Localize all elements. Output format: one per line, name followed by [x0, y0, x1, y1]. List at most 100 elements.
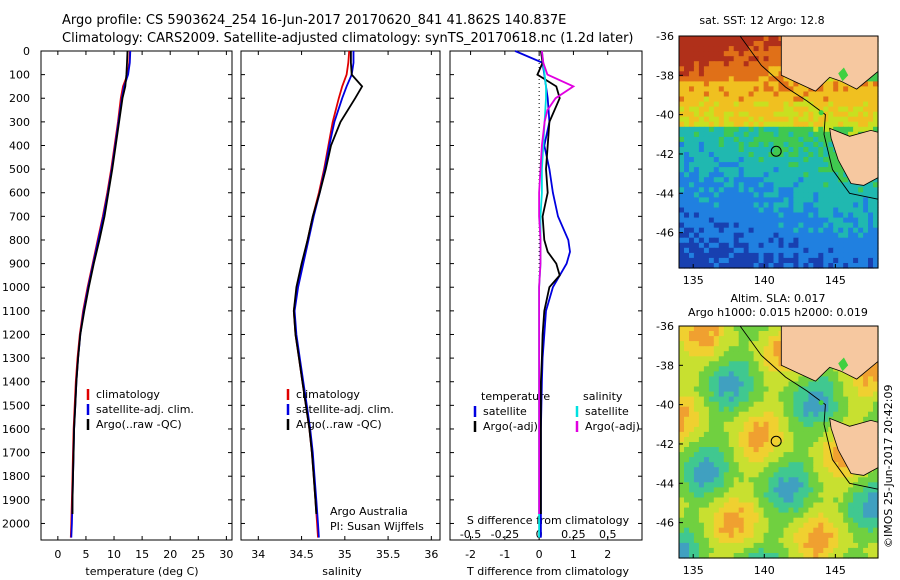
- map-cell: [813, 472, 819, 478]
- map-cell: [698, 396, 705, 403]
- map-cell: [788, 167, 795, 173]
- map-cell: [783, 167, 790, 173]
- map-cell: [843, 202, 849, 208]
- map-cell: [758, 252, 765, 259]
- map-cell: [793, 192, 799, 198]
- map-cell: [693, 172, 700, 178]
- map-cell: [679, 452, 685, 458]
- map-cell: [703, 212, 710, 219]
- map-cell: [763, 222, 770, 229]
- map-cell: [698, 447, 705, 453]
- map-cell: [788, 197, 795, 203]
- map-cell: [798, 96, 804, 103]
- map-cell: [743, 386, 750, 393]
- map-cell: [798, 207, 804, 214]
- map-cell: [758, 41, 765, 47]
- legend-label: climatology: [296, 388, 360, 401]
- map-cell: [753, 532, 760, 539]
- map-cell: [713, 71, 720, 77]
- map-cell: [728, 141, 735, 148]
- map-cell: [768, 447, 775, 453]
- map-cell: [783, 371, 790, 377]
- map-cell: [728, 431, 735, 438]
- map-cell: [679, 141, 685, 148]
- map-cell: [818, 497, 824, 504]
- map-cell: [708, 232, 715, 239]
- map-cell: [718, 406, 725, 413]
- lat-tick-label: -38: [656, 359, 674, 372]
- map-cell: [813, 121, 819, 128]
- map-cell: [758, 111, 765, 118]
- map-cell: [873, 391, 879, 398]
- map-cell: [684, 252, 690, 259]
- map-cell: [733, 71, 740, 77]
- map-cell: [798, 227, 804, 234]
- map-cell: [823, 212, 829, 219]
- map-cell: [773, 147, 780, 153]
- map-cell: [838, 116, 844, 123]
- map-cell: [828, 177, 834, 183]
- map-cell: [748, 111, 755, 118]
- map-cell: [748, 187, 755, 193]
- map-cell: [863, 487, 869, 493]
- map-cell: [813, 212, 819, 219]
- map-cell: [763, 437, 770, 443]
- map-cell: [828, 252, 834, 259]
- map-cell: [743, 467, 750, 473]
- map-cell: [748, 447, 755, 453]
- map-cell: [813, 381, 819, 388]
- map-cell: [828, 91, 834, 98]
- map-cell: [684, 406, 690, 413]
- map-cell: [713, 36, 720, 42]
- map-cell: [873, 182, 879, 188]
- map-cell: [808, 487, 814, 493]
- map-cell: [698, 502, 705, 509]
- map-cell: [684, 361, 690, 367]
- map-cell: [833, 222, 839, 229]
- map-cell: [788, 157, 795, 163]
- map-cell: [693, 361, 700, 367]
- map-cell: [793, 547, 799, 554]
- map-cell: [758, 46, 765, 52]
- map-cell: [753, 141, 760, 148]
- map-cell: [758, 66, 765, 72]
- map-cell: [723, 421, 730, 428]
- map-cell: [748, 361, 755, 367]
- map-cell: [773, 431, 780, 438]
- map-cell: [778, 497, 785, 504]
- map-cell: [718, 61, 725, 67]
- map-cell: [778, 492, 785, 498]
- map-cell: [868, 252, 874, 259]
- map-cell: [708, 222, 715, 229]
- map-cell: [703, 532, 710, 539]
- map-frame: [678, 35, 879, 269]
- depth-tick-label: 400: [9, 139, 30, 152]
- map-cell: [763, 502, 770, 509]
- map-cell: [718, 426, 725, 433]
- map-cell: [863, 187, 869, 193]
- map-cell: [708, 36, 715, 42]
- map-cell: [838, 396, 844, 403]
- map-cell: [728, 396, 735, 403]
- map-cell: [803, 192, 809, 198]
- map-cell: [718, 36, 725, 42]
- map-cell: [848, 257, 854, 264]
- map-cell: [813, 141, 819, 148]
- map-cell: [738, 527, 745, 534]
- map-cell: [873, 467, 879, 473]
- map-cell: [773, 532, 780, 539]
- map-cell: [728, 437, 735, 443]
- map-cell: [803, 401, 809, 408]
- map-cell: [848, 542, 854, 549]
- map-cell: [803, 167, 809, 173]
- map-cell: [713, 227, 720, 234]
- map-cell: [863, 542, 869, 549]
- map-cell: [828, 263, 834, 269]
- map-cell: [778, 247, 785, 254]
- map-cell: [793, 227, 799, 234]
- map-cell: [818, 212, 824, 219]
- map-cell: [703, 136, 710, 143]
- map-cell: [843, 192, 849, 198]
- map-cell: [733, 421, 740, 428]
- map-cell: [698, 162, 705, 168]
